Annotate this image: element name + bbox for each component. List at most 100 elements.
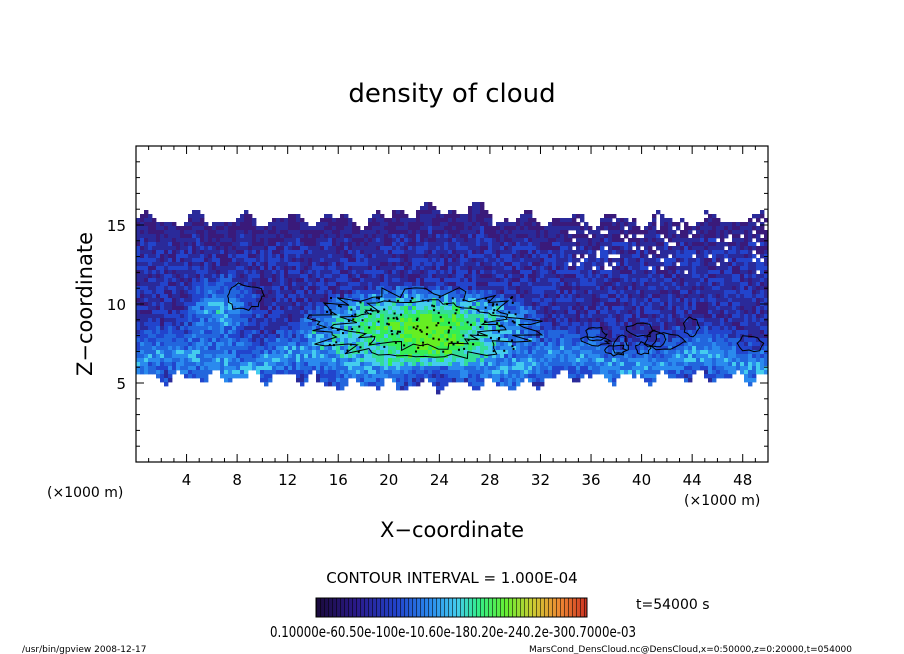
heatmap-cell — [180, 342, 185, 347]
heatmap-cell — [452, 254, 457, 259]
heatmap-cell — [556, 358, 561, 363]
heatmap-cell — [548, 322, 553, 327]
heatmap-cell — [476, 250, 481, 255]
heatmap-cell — [196, 218, 201, 223]
heatmap-cell — [268, 262, 273, 267]
heatmap-cell — [276, 326, 281, 331]
heatmap-cell — [544, 234, 549, 239]
heatmap-cell — [532, 278, 537, 283]
heatmap-cell — [204, 290, 209, 295]
heatmap-cell — [280, 318, 285, 323]
heatmap-cell — [284, 326, 289, 331]
heatmap-cell — [552, 290, 557, 295]
heatmap-cell — [508, 234, 513, 239]
heatmap-cell — [212, 350, 217, 355]
heatmap-cell — [272, 282, 277, 287]
heatmap-cell — [328, 314, 333, 319]
heatmap-cell — [476, 238, 481, 243]
heatmap-cell — [396, 382, 401, 387]
heatmap-cell — [180, 238, 185, 243]
heatmap-cell — [144, 230, 149, 235]
heatmap-cell — [356, 246, 361, 251]
heatmap-cell — [148, 282, 153, 287]
heatmap-cell — [624, 366, 629, 371]
heatmap-cell — [236, 226, 241, 231]
heatmap-cell — [512, 274, 517, 279]
heatmap-cell — [252, 282, 257, 287]
heatmap-cell — [440, 330, 445, 335]
heatmap-cell — [268, 366, 273, 371]
heatmap-cell — [472, 354, 477, 359]
heatmap-cell — [428, 306, 433, 311]
heatmap-cell — [520, 218, 525, 223]
heatmap-cell — [516, 354, 521, 359]
heatmap-cell — [272, 350, 277, 355]
heatmap-cell — [516, 366, 521, 371]
heatmap-cell — [252, 218, 257, 223]
heatmap-cell — [304, 346, 309, 351]
heatmap-cell — [264, 314, 269, 319]
heatmap-cell — [212, 262, 217, 267]
heatmap-cell — [344, 238, 349, 243]
heatmap-cell — [276, 294, 281, 299]
heatmap-cell — [176, 226, 181, 231]
heatmap-cell — [604, 338, 609, 343]
heatmap-cell — [284, 234, 289, 239]
heatmap-cell — [524, 282, 529, 287]
heatmap-cell — [476, 306, 481, 311]
heatmap-cell — [484, 214, 489, 219]
heatmap-cell — [496, 354, 501, 359]
heatmap-cell — [388, 338, 393, 343]
heatmap-cell — [176, 362, 181, 367]
heatmap-cell — [164, 338, 169, 343]
heatmap-cell — [360, 238, 365, 243]
heatmap-cell — [472, 210, 477, 215]
heatmap-cell — [144, 238, 149, 243]
heatmap-cell — [532, 226, 537, 231]
heatmap-cell — [332, 262, 337, 267]
heatmap-cell — [404, 362, 409, 367]
heatmap-cell — [224, 262, 229, 267]
heatmap-cell — [476, 314, 481, 319]
heatmap-cell — [236, 270, 241, 275]
heatmap-cell — [324, 354, 329, 359]
heatmap-cell — [484, 302, 489, 307]
heatmap-cell — [292, 354, 297, 359]
heatmap-cell — [388, 314, 393, 319]
heatmap-cell — [300, 274, 305, 279]
heatmap-cell — [456, 258, 461, 263]
heatmap-cell — [176, 294, 181, 299]
heatmap-cell — [556, 322, 561, 327]
heatmap-cell — [368, 354, 373, 359]
heatmap-cell — [392, 222, 397, 227]
heatmap-cell — [564, 262, 569, 267]
heatmap-cell — [580, 250, 585, 255]
heatmap-cell — [444, 294, 449, 299]
heatmap-cell — [428, 338, 433, 343]
heatmap-cell — [308, 238, 313, 243]
heatmap-cell — [604, 250, 609, 255]
heatmap-cell — [604, 270, 609, 275]
heatmap-cell — [232, 322, 237, 327]
heatmap-cell — [444, 374, 449, 379]
heatmap-cell — [400, 214, 405, 219]
heatmap-cell — [140, 334, 145, 339]
heatmap-cell — [576, 342, 581, 347]
heatmap-cell — [388, 346, 393, 351]
heatmap-cell — [532, 258, 537, 263]
heatmap-cell — [536, 294, 541, 299]
heatmap-cell — [220, 346, 225, 351]
heatmap-cell — [516, 330, 521, 335]
heatmap-cell — [352, 294, 357, 299]
heatmap-cell — [148, 350, 153, 355]
heatmap-cell — [424, 302, 429, 307]
heatmap-cell — [464, 354, 469, 359]
heatmap-cell — [320, 298, 325, 303]
heatmap-cell — [336, 358, 341, 363]
heatmap-cell — [180, 306, 185, 311]
heatmap-cell — [424, 234, 429, 239]
heatmap-cell — [232, 222, 237, 227]
heatmap-cell — [208, 258, 213, 263]
heatmap-cell — [328, 306, 333, 311]
heatmap-cell — [468, 270, 473, 275]
